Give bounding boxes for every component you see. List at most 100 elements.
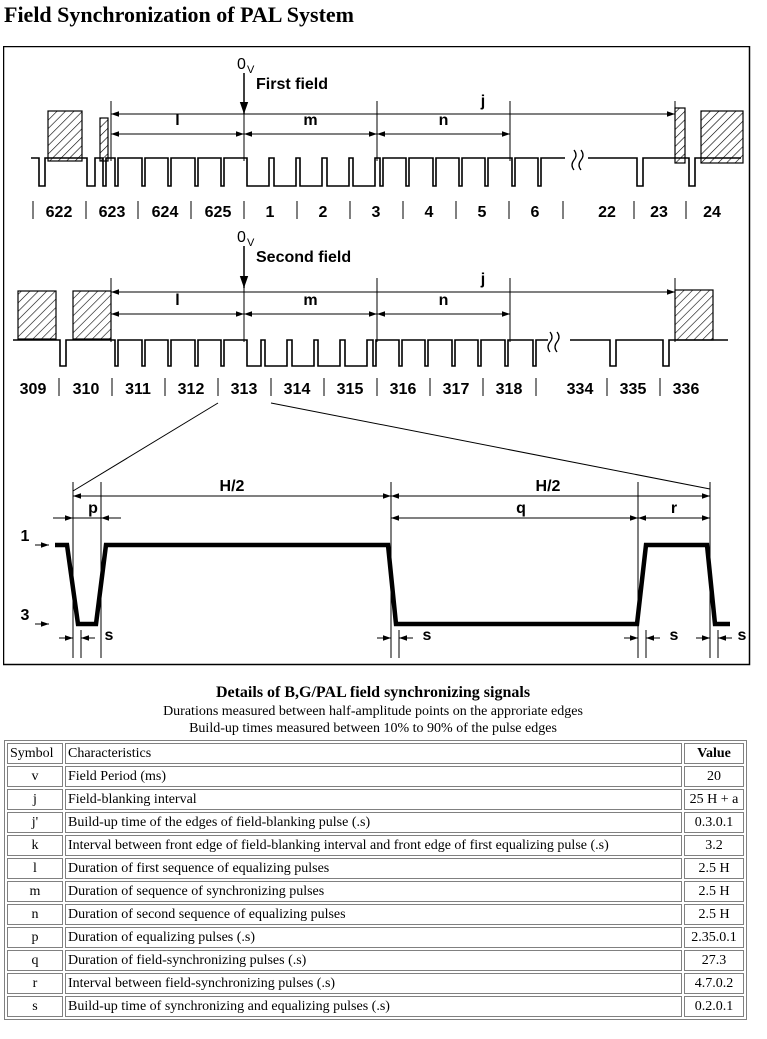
line-number: 317 — [443, 381, 470, 398]
symbol-cell: p — [7, 927, 63, 948]
symbol-cell: n — [7, 904, 63, 925]
reference-subscript: V — [247, 64, 255, 76]
symbol-cell: m — [7, 881, 63, 902]
value-cell: 4.7.0.2 — [684, 973, 744, 994]
symbol-cell: j — [7, 789, 63, 810]
line-number: 314 — [284, 381, 311, 398]
characteristic-cell: Build-up time of the edges of field-blan… — [65, 812, 682, 833]
table-caption-block: Details of B,G/PAL field synchronizing s… — [0, 683, 746, 737]
q-label: q — [516, 500, 526, 517]
p-label: p — [88, 500, 98, 517]
characteristic-cell: Build-up time of synchronizing and equal… — [65, 996, 682, 1017]
field-name-label: First field — [256, 76, 328, 93]
line-number: 5 — [478, 204, 487, 221]
s-label: s — [423, 627, 432, 644]
line-number: 313 — [231, 381, 258, 398]
line-number: 623 — [99, 204, 126, 221]
table-row: k Interval between front edge of field-bl… — [7, 835, 744, 856]
symbol-cell: k — [7, 835, 63, 856]
symbol-cell: r — [7, 973, 63, 994]
value-cell: 2.5 H — [684, 858, 744, 879]
blanking-hatch — [99, 117, 109, 162]
value-cell: 25 H + a — [684, 789, 744, 810]
line-number: 22 — [598, 204, 616, 221]
value-cell: 0.2.0.1 — [684, 996, 744, 1017]
characteristic-cell: Interval between front edge of field-bla… — [65, 835, 682, 856]
pulse-detail-waveform: 1 3 H/2 H/2 p q r s s s s — [21, 402, 747, 658]
zoom-line — [270, 402, 711, 490]
value-cell: 27.3 — [684, 950, 744, 971]
interval-l-label: l — [175, 292, 179, 309]
table-row: n Duration of second sequence of equalizi… — [7, 904, 744, 925]
reference-label: 0 — [237, 229, 246, 246]
characteristic-cell: Duration of first sequence of equalizing… — [65, 858, 682, 879]
line-number: 318 — [496, 381, 523, 398]
zoom-line — [72, 402, 219, 492]
field-name-label: Second field — [256, 249, 351, 266]
caption-durations-note: Durations measured between half-amplitud… — [163, 704, 583, 719]
line-number: 3 — [372, 204, 381, 221]
table-row: p Duration of equalizing pulses (.s) 2.35.… — [7, 927, 744, 948]
reference-label: 0 — [237, 56, 246, 73]
value-cell: 2.5 H — [684, 904, 744, 925]
level-3-label: 3 — [21, 607, 30, 624]
interval-n-label: n — [439, 292, 449, 309]
half-line-label-1: H/2 — [220, 478, 245, 495]
characteristic-cell: Field-blanking interval — [65, 789, 682, 810]
line-number: 2 — [319, 204, 328, 221]
table-row: m Duration of sequence of synchronizing p… — [7, 881, 744, 902]
level-1-label: 1 — [21, 528, 30, 545]
line-number: 311 — [125, 381, 151, 398]
line-number: 622 — [46, 204, 73, 221]
interval-m-label: m — [303, 292, 317, 309]
header-characteristics: Characteristics — [65, 743, 682, 764]
r-label: r — [671, 500, 677, 517]
header-symbol: Symbol — [7, 743, 63, 764]
line-number: 334 — [567, 381, 594, 398]
blanking-hatch — [72, 290, 112, 340]
line-number: 315 — [337, 381, 364, 398]
line-number: 309 — [20, 381, 47, 398]
line-number: 23 — [650, 204, 668, 221]
line-number: 624 — [152, 204, 179, 221]
value-cell: 0.3.0.1 — [684, 812, 744, 833]
symbol-cell: l — [7, 858, 63, 879]
table-row: s Build-up time of synchronizing and equa… — [7, 996, 744, 1017]
interval-j-label: j — [480, 93, 485, 110]
value-cell: 20 — [684, 766, 744, 787]
line-number: 625 — [205, 204, 232, 221]
characteristic-cell: Duration of sequence of synchronizing pu… — [65, 881, 682, 902]
symbol-cell: q — [7, 950, 63, 971]
line-number: 316 — [390, 381, 417, 398]
blanking-hatch — [674, 289, 714, 341]
break-symbol — [547, 331, 560, 353]
symbol-cell: v — [7, 766, 63, 787]
s-label: s — [738, 627, 747, 644]
value-cell: 3.2 — [684, 835, 744, 856]
table-row: l Duration of first sequence of equalizin… — [7, 858, 744, 879]
symbol-cell: j' — [7, 812, 63, 833]
value-cell: 2.35.0.1 — [684, 927, 744, 948]
blanking-hatch — [674, 107, 686, 164]
symbol-cell: s — [7, 996, 63, 1017]
blanking-hatch — [17, 290, 57, 340]
sync-waveform — [31, 157, 741, 187]
line-number: 335 — [620, 381, 647, 398]
half-line-label-2: H/2 — [536, 478, 561, 495]
line-number: 312 — [178, 381, 205, 398]
header-value: Value — [684, 743, 744, 764]
detail-waveform — [55, 542, 730, 627]
table-row: v Field Period (ms) 20 — [7, 766, 744, 787]
blanking-hatch — [47, 110, 83, 162]
characteristic-cell: Duration of field-synchronizing pulses (… — [65, 950, 682, 971]
interval-n-label: n — [439, 112, 449, 129]
sync-parameters-table: Symbol Characteristics Value v Field Peri… — [4, 740, 747, 1020]
table-row: j Field-blanking interval 25 H + a — [7, 789, 744, 810]
characteristic-cell: Duration of second sequence of equalizin… — [65, 904, 682, 925]
table-caption: Details of B,G/PAL field synchronizing s… — [215, 684, 531, 701]
line-number: 24 — [703, 204, 721, 221]
break-symbol — [571, 149, 584, 171]
